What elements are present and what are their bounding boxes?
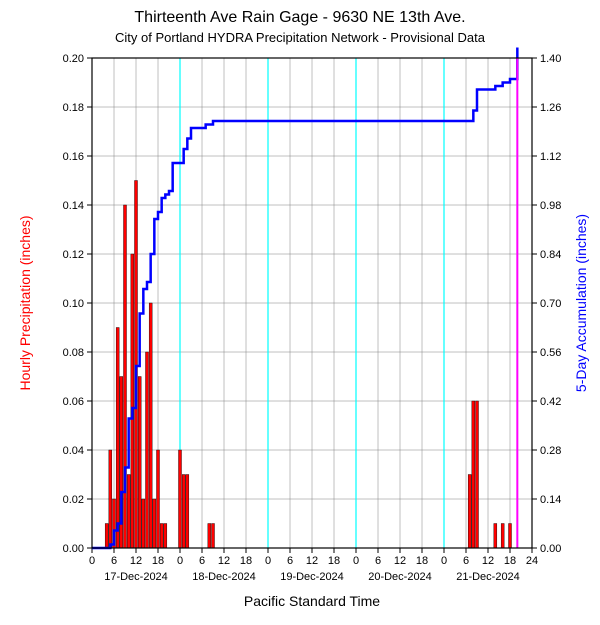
svg-text:6: 6 bbox=[111, 555, 117, 567]
svg-text:0: 0 bbox=[89, 555, 95, 567]
svg-text:0: 0 bbox=[353, 555, 359, 567]
svg-text:Thirteenth Ave Rain Gage - 963: Thirteenth Ave Rain Gage - 9630 NE 13th … bbox=[134, 9, 465, 26]
svg-text:0.00: 0.00 bbox=[540, 543, 561, 555]
svg-text:0.14: 0.14 bbox=[540, 494, 561, 506]
svg-text:0.00: 0.00 bbox=[63, 543, 84, 555]
svg-text:0.42: 0.42 bbox=[540, 396, 561, 408]
svg-text:0: 0 bbox=[265, 555, 271, 567]
svg-text:0: 0 bbox=[177, 555, 183, 567]
svg-text:6: 6 bbox=[463, 555, 469, 567]
svg-text:18: 18 bbox=[328, 555, 340, 567]
svg-text:18-Dec-2024: 18-Dec-2024 bbox=[192, 571, 256, 583]
svg-text:0.20: 0.20 bbox=[63, 53, 84, 65]
svg-text:0.10: 0.10 bbox=[63, 298, 84, 310]
svg-text:12: 12 bbox=[482, 555, 494, 567]
svg-text:0.06: 0.06 bbox=[63, 396, 84, 408]
svg-text:24: 24 bbox=[526, 555, 538, 567]
svg-text:0.12: 0.12 bbox=[63, 249, 84, 261]
svg-text:21-Dec-2024: 21-Dec-2024 bbox=[456, 571, 520, 583]
svg-text:0.84: 0.84 bbox=[540, 249, 561, 261]
svg-text:0.18: 0.18 bbox=[63, 102, 84, 114]
svg-text:6: 6 bbox=[287, 555, 293, 567]
svg-text:City of Portland HYDRA Precipi: City of Portland HYDRA Precipitation Net… bbox=[115, 30, 486, 45]
svg-text:12: 12 bbox=[218, 555, 230, 567]
svg-text:Pacific Standard Time: Pacific Standard Time bbox=[244, 593, 380, 609]
svg-text:19-Dec-2024: 19-Dec-2024 bbox=[280, 571, 344, 583]
svg-text:18: 18 bbox=[416, 555, 428, 567]
svg-text:6: 6 bbox=[375, 555, 381, 567]
svg-text:0.56: 0.56 bbox=[540, 347, 561, 359]
svg-text:12: 12 bbox=[306, 555, 318, 567]
svg-text:0.02: 0.02 bbox=[63, 494, 84, 506]
svg-text:0.70: 0.70 bbox=[540, 298, 561, 310]
svg-text:17-Dec-2024: 17-Dec-2024 bbox=[104, 571, 168, 583]
svg-text:1.26: 1.26 bbox=[540, 102, 561, 114]
svg-text:12: 12 bbox=[394, 555, 406, 567]
svg-text:0.28: 0.28 bbox=[540, 445, 561, 457]
svg-text:18: 18 bbox=[240, 555, 252, 567]
svg-text:5-Day Accumulation (inches): 5-Day Accumulation (inches) bbox=[573, 214, 589, 392]
svg-text:0.98: 0.98 bbox=[540, 200, 561, 212]
svg-text:12: 12 bbox=[130, 555, 142, 567]
svg-text:1.12: 1.12 bbox=[540, 151, 561, 163]
svg-text:0: 0 bbox=[441, 555, 447, 567]
svg-text:18: 18 bbox=[152, 555, 164, 567]
chart-svg: Thirteenth Ave Rain Gage - 9630 NE 13th … bbox=[0, 0, 600, 625]
svg-text:0.08: 0.08 bbox=[63, 347, 84, 359]
chart-container: Thirteenth Ave Rain Gage - 9630 NE 13th … bbox=[0, 0, 600, 625]
svg-text:20-Dec-2024: 20-Dec-2024 bbox=[368, 571, 432, 583]
svg-text:18: 18 bbox=[504, 555, 516, 567]
svg-text:0.04: 0.04 bbox=[63, 445, 84, 457]
svg-text:0.16: 0.16 bbox=[63, 151, 84, 163]
svg-text:Hourly Precipitation (inches): Hourly Precipitation (inches) bbox=[17, 215, 33, 390]
svg-text:1.40: 1.40 bbox=[540, 53, 561, 65]
svg-text:6: 6 bbox=[199, 555, 205, 567]
svg-text:0.14: 0.14 bbox=[63, 200, 84, 212]
